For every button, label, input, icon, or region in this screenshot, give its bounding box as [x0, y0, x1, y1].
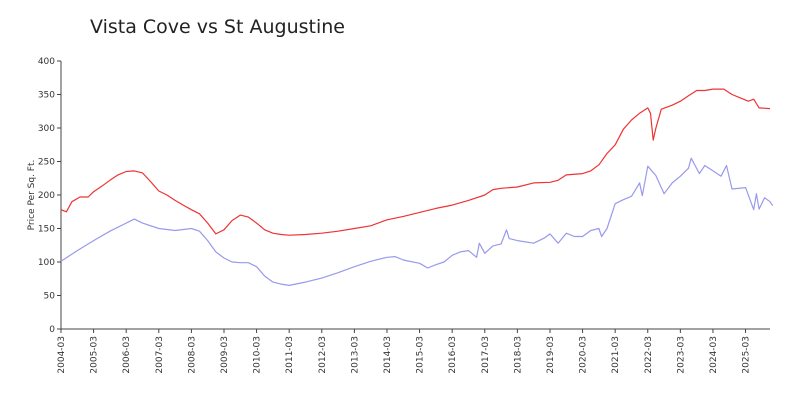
x-tick-label: 2006-03	[122, 336, 132, 374]
series-layer	[60, 88, 774, 286]
x-tick-label: 2015-03	[416, 336, 426, 374]
x-tick-label: 2016-03	[448, 336, 458, 374]
chart-title: Vista Cove vs St Augustine	[90, 16, 345, 38]
x-tick-label: 2008-03	[187, 336, 197, 374]
x-tick-label: 2023-03	[676, 336, 686, 374]
x-tick-label: 2019-03	[546, 336, 556, 374]
x-tick-label: 2013-03	[350, 336, 360, 374]
y-axis-title: Price Per Sq. Ft.	[27, 160, 37, 231]
y-tick-label: 150	[38, 225, 55, 235]
x-tick-label: 2007-03	[155, 336, 165, 374]
x-tick-label: 2005-03	[90, 336, 100, 374]
x-tick-label: 2025-03	[742, 336, 752, 374]
x-tick-label: 2017-03	[481, 336, 491, 374]
y-tick-label: 200	[38, 191, 55, 201]
y-tick-label: 400	[38, 57, 55, 67]
x-tick-label: 2020-03	[579, 336, 589, 374]
x-tick-label: 2012-03	[318, 336, 328, 374]
x-tick-label: 2022-03	[644, 336, 654, 374]
axes: 0 50 100 150 200 250 300 350 400 2004-03 2005-03 20…	[38, 57, 770, 374]
x-tick-label: 2021-03	[611, 336, 621, 374]
x-tick-label: 2018-03	[513, 336, 523, 374]
x-tick-label: 2004-03	[57, 336, 67, 374]
y-tick-label: 350	[38, 91, 55, 101]
x-tick-label: 2009-03	[220, 336, 230, 374]
y-tick-label: 100	[38, 258, 55, 268]
y-tick-label: 50	[44, 292, 56, 302]
series-line-1	[60, 88, 771, 236]
y-tick-label: 0	[49, 325, 55, 335]
x-tick-label: 2010-03	[253, 336, 263, 374]
y-tick-label: 300	[38, 124, 55, 134]
x-tick-label: 2024-03	[709, 336, 719, 374]
y-tick-label: 250	[38, 158, 55, 168]
series-line-2	[60, 157, 774, 286]
x-tick-label: 2014-03	[383, 336, 393, 374]
x-tick-label: 2011-03	[285, 336, 295, 374]
